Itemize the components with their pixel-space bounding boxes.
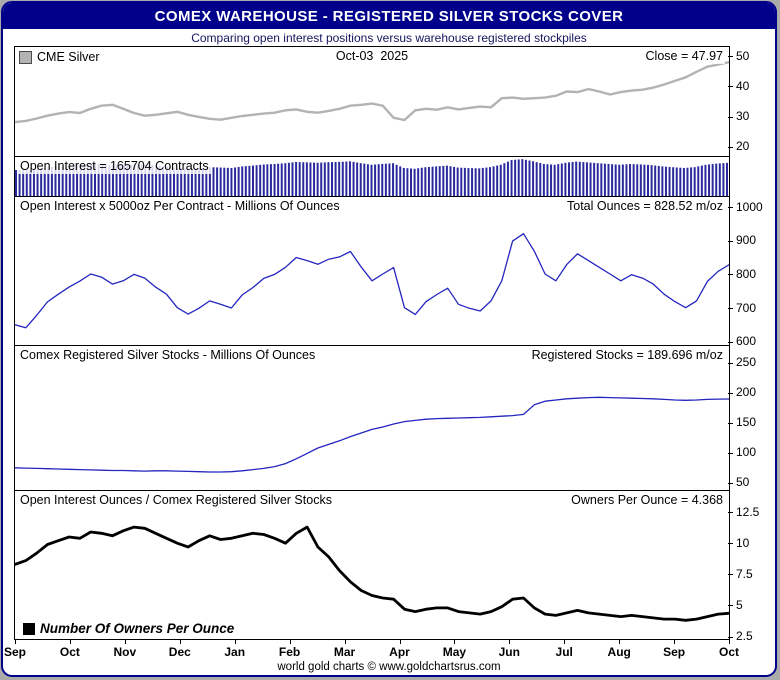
y-tick-mark [728,274,733,276]
y-tick-label: 600 [736,334,757,349]
y-tick-label: 1000 [736,199,763,214]
y-tick-label: 50 [736,475,750,490]
title-bar: COMEX WAREHOUSE - REGISTERED SILVER STOC… [3,3,775,29]
y-tick-mark [728,452,733,454]
x-tick-mark [729,640,730,644]
x-tick-label: Jul [555,645,573,659]
y-tick-mark [728,574,733,576]
x-tick-mark [69,640,71,644]
chart-date: Oct-03 2025 [333,49,411,64]
y-tick-mark [728,146,733,148]
y-tick-mark [728,240,733,242]
y-tick-label: 150 [736,415,757,430]
x-tick-mark [179,640,181,644]
y-tick-label: 250 [736,355,757,370]
y-tick-mark [728,512,733,514]
footer-credit: world gold charts © www.goldchartsrus.co… [277,661,501,673]
y-tick-label: 900 [736,233,757,248]
x-tick-label: Sep [663,645,686,659]
y-tick-mark [728,341,733,343]
x-tick-mark [564,640,566,644]
owners-legend-label: Number Of Owners Per Ounce [40,621,235,636]
x-tick-label: Oct [718,645,740,659]
y-tick-mark [728,392,733,394]
y-tick-mark [728,86,733,88]
x-tick-label: Oct [59,645,80,659]
owners-legend: Number Of Owners Per Ounce [21,621,237,636]
oi-ounces-label: Open Interest x 5000oz Per Contract - Mi… [18,199,342,214]
legend-square-icon [19,50,32,64]
oi-oz-plot [15,233,729,329]
cme-silver-legend-label: CME Silver [37,50,100,64]
x-tick-label: Sep [3,645,27,659]
y-tick-mark [728,636,733,638]
panel-oi-oz: Open Interest x 5000oz Per Contract - Mi… [15,197,729,346]
y-tick-mark [728,605,733,607]
x-tick-label: Aug [607,645,631,659]
x-tick-label: Apr [389,645,410,659]
y-tick-mark [728,482,733,484]
x-tick-label: May [442,645,467,659]
owners-plot [15,525,729,622]
chart-area: CME Silver Oct-03 2025 Close = 47.97 Ope… [3,3,775,675]
x-tick-mark [509,640,511,644]
y-tick-label: 20 [736,139,750,154]
open-interest-contracts-label: Open Interest = 165704 Contracts [18,159,211,174]
y-tick-label: 2.5 [736,629,753,643]
x-tick-mark [234,640,236,644]
y-tick-label: 100 [736,445,757,460]
y-tick-label: 50 [736,48,750,63]
price-plot [15,60,729,124]
y-tick-mark [728,543,733,545]
y-tick-label: 800 [736,266,757,281]
y-tick-mark [728,422,733,424]
panel-owners: Open Interest Ounces / Comex Registered … [15,491,729,639]
y-tick-label: 12.5 [736,504,760,519]
x-tick-label: Jun [498,645,520,659]
plot-stack: CME Silver Oct-03 2025 Close = 47.97 Ope… [14,46,730,640]
y-tick-label: 200 [736,385,757,400]
y-tick-label: 40 [736,78,750,93]
y-tick-label: 10 [736,535,750,550]
page-subtitle: Comparing open interest positions versus… [191,31,587,45]
page-title: COMEX WAREHOUSE - REGISTERED SILVER STOC… [154,7,624,25]
oi-bars-plot [15,159,728,196]
owners-ratio-label: Open Interest Ounces / Comex Registered … [18,493,334,508]
x-tick-label: Feb [278,645,301,659]
reg-plot [15,396,729,473]
x-tick-label: Dec [168,645,191,659]
x-tick-label: Jan [224,645,246,659]
y-tick-mark [728,362,733,364]
panel-oi-bars: Open Interest = 165704 Contracts [15,157,729,197]
x-tick-label: Mar [333,645,356,659]
close-value: Close = 47.97 [643,49,725,64]
registered-stocks-value: Registered Stocks = 189.696 m/oz [529,348,725,363]
total-ounces-value: Total Ounces = 828.52 m/oz [565,199,725,214]
x-tick-mark [674,640,676,644]
x-tick-mark [344,640,346,644]
y-tick-label: 30 [736,109,750,124]
x-tick-mark [15,640,16,644]
y-tick-label: 5 [736,597,743,612]
y-tick-mark [728,56,733,58]
x-tick-label: Nov [113,645,137,659]
x-tick-mark [124,640,126,644]
y-tick-label: 700 [736,300,757,315]
y-tick-mark [728,207,733,209]
legend-square-icon [23,622,35,635]
panel-price: CME Silver Oct-03 2025 Close = 47.97 [15,47,729,157]
registered-stocks-label: Comex Registered Silver Stocks - Million… [18,348,318,363]
y-tick-label: 7.5 [736,566,753,581]
x-tick-mark [289,640,291,644]
owners-per-ounce-value: Owners Per Ounce = 4.368 [569,493,725,508]
x-tick-mark [399,640,401,644]
x-tick-mark [619,640,621,644]
y-tick-mark [728,116,733,118]
y-tick-mark [728,308,733,309]
x-tick-mark [454,640,456,644]
panel-reg: Comex Registered Silver Stocks - Million… [15,346,729,491]
cme-silver-legend: CME Silver [19,50,100,64]
